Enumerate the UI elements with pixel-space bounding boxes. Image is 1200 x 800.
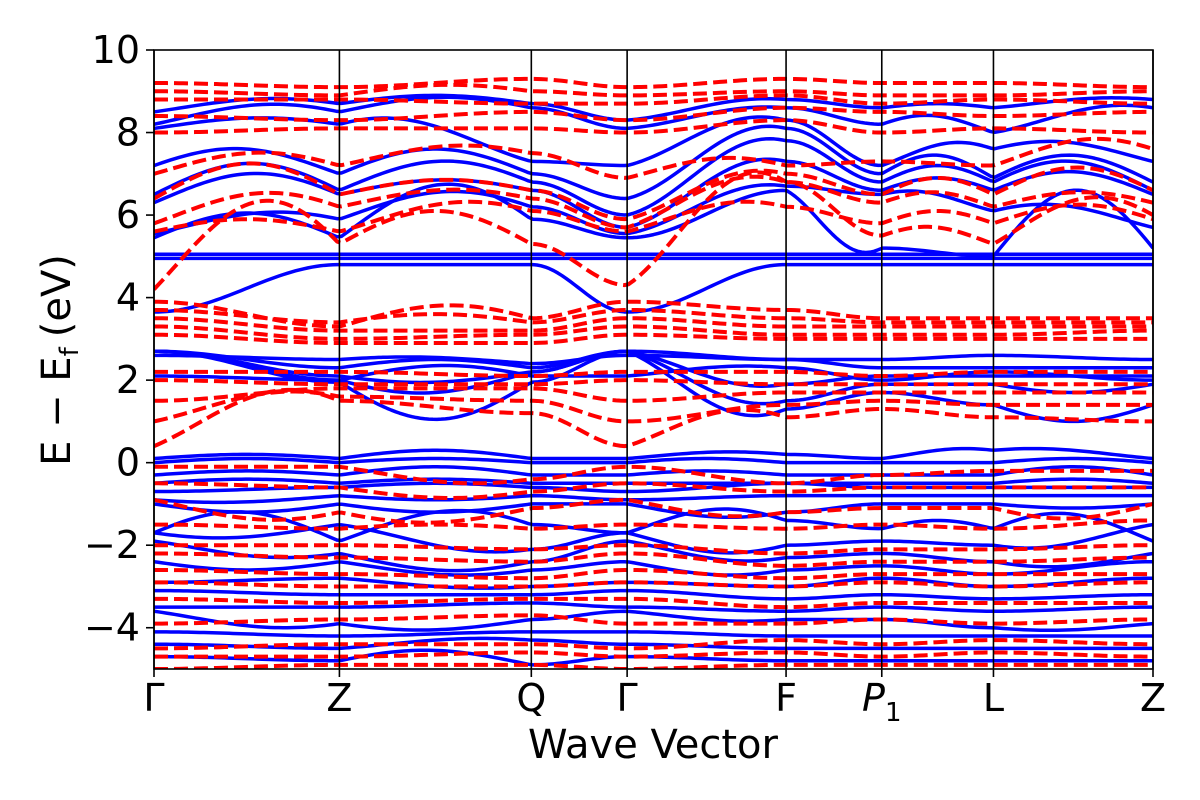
dashed-band-line bbox=[154, 613, 1153, 626]
y-tick-label: 4 bbox=[116, 276, 140, 320]
dashed-band-line bbox=[154, 551, 1153, 568]
dashed-band-line bbox=[154, 481, 1153, 500]
x-axis-label: Wave Vector bbox=[528, 722, 779, 768]
x-tick-label: Γ bbox=[143, 676, 164, 720]
dashed-band-line bbox=[154, 580, 1153, 589]
dashed-band-line bbox=[154, 567, 1153, 581]
solid-band-line bbox=[154, 183, 1153, 236]
dashed-band-line bbox=[154, 105, 1153, 123]
solid-band-line bbox=[154, 182, 1153, 259]
dashed-band-line bbox=[154, 662, 1153, 669]
solid-band-line bbox=[154, 507, 1153, 543]
dashed-band-line bbox=[154, 638, 1153, 651]
x-tick-label: Z bbox=[326, 676, 352, 720]
dashed-band-line bbox=[154, 386, 1153, 403]
dashed-band-line bbox=[154, 369, 1153, 379]
y-axis-label-main: E − E bbox=[34, 356, 80, 466]
dashed-band-line bbox=[154, 378, 1153, 387]
x-tick-label: Q bbox=[516, 676, 546, 720]
dashed-band-line bbox=[154, 136, 1153, 180]
solid-band-line bbox=[154, 601, 1153, 613]
dashed-band-line bbox=[154, 76, 1153, 90]
dashed-band-line bbox=[154, 170, 1153, 291]
solid-band-line bbox=[154, 157, 1153, 230]
y-tick-label: −2 bbox=[84, 523, 140, 567]
y-tick-label: 2 bbox=[116, 358, 140, 402]
dashed-band-line bbox=[154, 650, 1153, 659]
dashed-band-line bbox=[154, 324, 1153, 341]
solid-band-line bbox=[154, 95, 1153, 135]
x-tick-label: F bbox=[775, 676, 797, 720]
dashed-band-line bbox=[154, 596, 1153, 610]
dashed-band-line bbox=[154, 543, 1153, 556]
dashed-band-line bbox=[154, 82, 1153, 98]
y-tick-label: 6 bbox=[116, 193, 140, 237]
solid-band-line bbox=[154, 446, 1153, 461]
x-tick-label: Γ bbox=[617, 676, 638, 720]
solid-band-line bbox=[154, 353, 1153, 366]
y-tick-label: 10 bbox=[92, 28, 140, 72]
solid-band-line bbox=[154, 636, 1153, 651]
dashed-band-line bbox=[154, 387, 1153, 449]
x-tick-label: P1 bbox=[862, 676, 901, 728]
y-axis-label-unit: (eV) bbox=[34, 254, 80, 337]
y-tick-label: 0 bbox=[116, 441, 140, 485]
solid-band-line bbox=[154, 465, 1153, 477]
y-axis-label: E − Ef (eV) bbox=[34, 254, 85, 466]
y-tick-label: 8 bbox=[116, 111, 140, 155]
solid-band-line bbox=[154, 456, 1153, 465]
x-tick-label: Z bbox=[1140, 676, 1166, 720]
x-tick-label: L bbox=[983, 676, 1004, 720]
y-axis-label-subscript: f bbox=[55, 346, 85, 356]
dashed-band-line bbox=[154, 497, 1153, 525]
solid-band-line bbox=[154, 124, 1153, 201]
dashed-band-line bbox=[154, 93, 1153, 106]
plot-frame bbox=[153, 49, 1154, 670]
solid-band-line bbox=[154, 493, 1153, 505]
solid-band-line bbox=[154, 588, 1153, 601]
y-axis-ticks: −4 −2 0 2 4 6 8 10 bbox=[84, 28, 154, 650]
dashed-band-line bbox=[154, 299, 1153, 329]
dashed-band-line bbox=[154, 316, 1153, 333]
dashed-band-line bbox=[154, 332, 1153, 345]
dashed-band-line bbox=[154, 161, 1153, 222]
dashed-band-line bbox=[154, 518, 1153, 531]
solid-band-line bbox=[154, 648, 1153, 667]
dashed-band-line bbox=[154, 174, 1153, 230]
solid-band-line bbox=[154, 609, 1153, 633]
y-tick-label: −4 bbox=[84, 606, 140, 650]
solid-band-line bbox=[154, 630, 1153, 638]
bands-layer bbox=[154, 76, 1153, 669]
solid-band-line bbox=[154, 502, 1153, 520]
dashed-band-line bbox=[154, 389, 1153, 424]
dashed-band-line bbox=[154, 118, 1153, 135]
solid-band-line bbox=[154, 349, 1153, 370]
solid-band-line bbox=[154, 349, 1153, 388]
x-axis-ticks: Γ Z Q Γ F P1 L Z bbox=[143, 669, 1166, 728]
solid-band-line bbox=[154, 137, 1153, 217]
solid-band-line bbox=[154, 262, 1153, 314]
dashed-band-line bbox=[154, 307, 1153, 325]
dashed-band-line bbox=[154, 464, 1153, 486]
